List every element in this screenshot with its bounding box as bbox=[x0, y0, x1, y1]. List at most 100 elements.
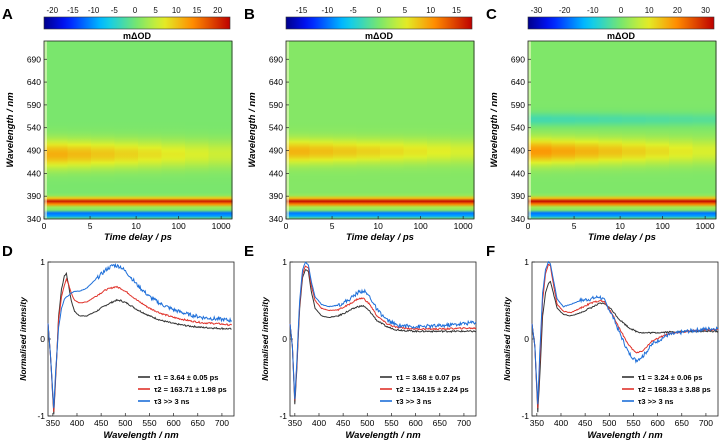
colorbar-tick-label: 0 bbox=[133, 6, 138, 15]
x-tick-label: 650 bbox=[191, 418, 205, 428]
x-axis-label: Time delay / ps bbox=[346, 232, 414, 243]
legend-entry: τ1 = 3.64 ± 0.05 ps bbox=[154, 373, 218, 382]
y-tick-label: 540 bbox=[27, 123, 41, 133]
legend-entry: τ1 = 3.68 ± 0.07 ps bbox=[396, 373, 460, 382]
x-axis-label: Time delay / ps bbox=[104, 232, 172, 243]
x-tick-label: 500 bbox=[118, 418, 132, 428]
colorbar-tick-label: -20 bbox=[46, 6, 58, 15]
heatmap-slice bbox=[598, 41, 623, 219]
legend-entry: τ3 >> 3 ns bbox=[638, 397, 673, 406]
series-line-τ1 bbox=[289, 269, 477, 405]
x-tick-label: 400 bbox=[312, 418, 326, 428]
plot-frame bbox=[527, 40, 717, 220]
plot-frame bbox=[289, 261, 477, 417]
y-tick-label: 340 bbox=[269, 214, 283, 224]
heatmap-slice bbox=[309, 41, 334, 219]
x-tick-label: 1000 bbox=[696, 221, 715, 231]
heatmap-slice bbox=[208, 41, 233, 219]
y-tick-label: 390 bbox=[511, 191, 525, 201]
x-tick-label: 500 bbox=[360, 418, 374, 428]
x-axis-label: Wavelength / nm bbox=[587, 430, 663, 440]
x-tick-label: 5 bbox=[88, 221, 93, 231]
y-tick-label: 590 bbox=[269, 100, 283, 110]
x-tick-label: 450 bbox=[94, 418, 108, 428]
y-tick-label: 440 bbox=[269, 168, 283, 178]
colorbar-tick-label: 10 bbox=[172, 6, 181, 15]
y-tick-label: 440 bbox=[27, 168, 41, 178]
x-tick-label: 550 bbox=[142, 418, 156, 428]
heatmap-slice bbox=[333, 41, 358, 219]
y-tick-label: 590 bbox=[27, 100, 41, 110]
x-tick-label: 700 bbox=[215, 418, 229, 428]
colorbar bbox=[285, 16, 473, 30]
y-tick-label: 1 bbox=[40, 257, 45, 267]
colorbar-tick-label: 20 bbox=[673, 6, 682, 15]
colorbar-tick-label: -10 bbox=[587, 6, 599, 15]
legend-entry: τ3 >> 3 ns bbox=[396, 397, 431, 406]
colorbar-label: mΔOD bbox=[365, 31, 393, 41]
heatmap-slice bbox=[356, 41, 381, 219]
heatmap-slice bbox=[91, 41, 116, 219]
heatmap-slice bbox=[286, 41, 311, 219]
colorbar-tick-label: -5 bbox=[111, 6, 119, 15]
x-tick-label: 450 bbox=[336, 418, 350, 428]
x-axis-label: Wavelength / nm bbox=[345, 430, 421, 440]
heatmap-slice bbox=[403, 41, 428, 219]
y-tick-label: 590 bbox=[511, 100, 525, 110]
y-tick-label: 490 bbox=[27, 146, 41, 156]
x-tick-label: 5 bbox=[572, 221, 577, 231]
y-tick-label: 0 bbox=[40, 334, 45, 344]
y-axis-label: Wavelength / nm bbox=[489, 92, 500, 168]
x-tick-label: 350 bbox=[46, 418, 60, 428]
heatmap-slice bbox=[528, 41, 553, 219]
y-tick-label: 690 bbox=[511, 54, 525, 64]
y-tick-label: 690 bbox=[269, 54, 283, 64]
spectra-panel-E: E -1 0 1 350 400 450 500 550 600 650 700 Wavelength … bbox=[244, 243, 477, 441]
heatmap-slice bbox=[692, 41, 717, 219]
panel-letter: D bbox=[2, 243, 13, 260]
x-axis-label: Time delay / ps bbox=[588, 232, 656, 243]
series-line-τ3 bbox=[531, 260, 719, 405]
y-tick-label: 640 bbox=[27, 77, 41, 87]
colorbar-tick-label: 15 bbox=[192, 6, 201, 15]
legend-entry: τ2 = 163.71 ± 1.98 ps bbox=[154, 385, 227, 394]
time-zero-artifact bbox=[528, 41, 531, 219]
heatmap-slice bbox=[380, 41, 405, 219]
x-tick-label: 100 bbox=[656, 221, 670, 231]
heatmap-slice bbox=[185, 41, 210, 219]
x-tick-label: 400 bbox=[70, 418, 84, 428]
series-line-τ2 bbox=[531, 263, 719, 409]
y-tick-label: 390 bbox=[269, 191, 283, 201]
plot-frame bbox=[285, 40, 475, 220]
y-tick-label: 340 bbox=[27, 214, 41, 224]
x-tick-label: 100 bbox=[172, 221, 186, 231]
x-axis-label: Wavelength / nm bbox=[103, 430, 179, 440]
heatmap-slice bbox=[645, 41, 670, 219]
heatmap-slice bbox=[67, 41, 92, 219]
x-tick-label: 10 bbox=[373, 221, 383, 231]
colorbar-tick-label: 5 bbox=[153, 6, 158, 15]
x-tick-label: 5 bbox=[330, 221, 335, 231]
y-tick-label: -1 bbox=[37, 411, 45, 421]
series-line-τ2 bbox=[289, 265, 477, 401]
colorbar-tick-label: 10 bbox=[426, 6, 435, 15]
x-tick-label: 600 bbox=[409, 418, 423, 428]
series-line-τ1 bbox=[47, 271, 232, 415]
legend-entry: τ2 = 168.33 ± 3.88 ps bbox=[638, 385, 711, 394]
y-tick-label: 690 bbox=[27, 54, 41, 64]
y-tick-label: 640 bbox=[269, 77, 283, 87]
x-tick-label: 0 bbox=[284, 221, 289, 231]
panel-letter: C bbox=[486, 6, 497, 23]
y-tick-label: 490 bbox=[511, 146, 525, 156]
x-tick-label: 650 bbox=[433, 418, 447, 428]
x-tick-label: 700 bbox=[457, 418, 471, 428]
heatmap-slice bbox=[669, 41, 694, 219]
x-tick-label: 10 bbox=[131, 221, 141, 231]
y-tick-label: 640 bbox=[511, 77, 525, 87]
y-axis-label: Normalised intensity bbox=[502, 296, 512, 381]
y-tick-label: -1 bbox=[279, 411, 287, 421]
panel-letter: F bbox=[486, 243, 495, 260]
